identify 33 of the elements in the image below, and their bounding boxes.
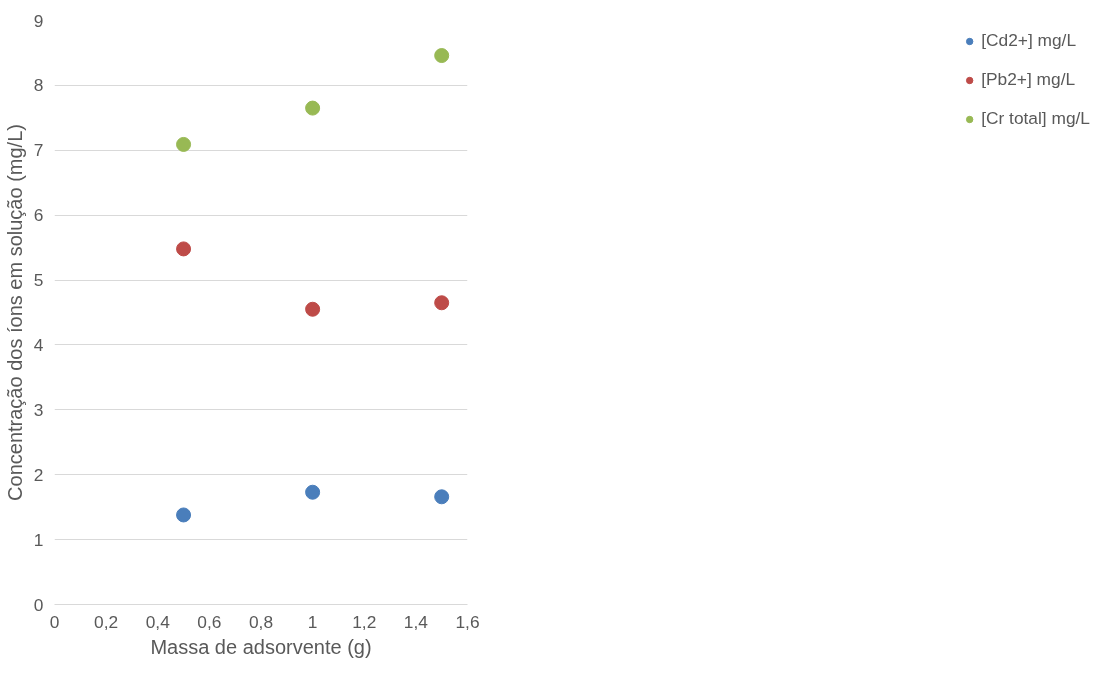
- y-tick-label: 1: [33, 529, 44, 550]
- point: [176, 241, 192, 257]
- point: [305, 301, 321, 317]
- y-tick-label: 0: [33, 594, 44, 615]
- x-tick-label: 0,2: [94, 611, 119, 632]
- point: [176, 507, 192, 523]
- y-tick-label: 7: [33, 140, 44, 161]
- legend-label: [Pb2+] mg/L: [981, 69, 1076, 90]
- x-tick-label: 0,6: [197, 611, 222, 632]
- y-tick-label: 4: [33, 334, 44, 355]
- x-tick-label: 1: [307, 611, 318, 632]
- point: [434, 48, 450, 64]
- point: [305, 484, 321, 500]
- point: [305, 100, 321, 116]
- legend-label: [Cd2+] mg/L: [981, 30, 1077, 51]
- legend-label: [Cr total] mg/L: [981, 108, 1090, 129]
- x-tick-label: 0,8: [248, 611, 274, 632]
- point: [176, 136, 192, 152]
- y-axis-title: Concentração dos íons em solução (mg/L): [3, 124, 26, 501]
- x-tick-label: 1,6: [455, 611, 480, 632]
- x-tick-label: 1,2: [352, 611, 377, 632]
- x-tick-label: 0,4: [145, 611, 171, 632]
- y-tick-label: 9: [33, 10, 44, 31]
- y-tick-label: 3: [33, 399, 44, 420]
- x-tick-label: 1,4: [403, 611, 429, 632]
- x-tick-label: 0: [49, 611, 60, 632]
- x-axis-title: Massa de adsorvente (g): [150, 635, 372, 658]
- y-tick-label: 2: [33, 464, 44, 485]
- y-tick-label: 8: [33, 75, 44, 96]
- point: [434, 489, 450, 505]
- y-tick-label: 5: [33, 270, 44, 291]
- point: [434, 295, 450, 311]
- y-tick-label: 6: [33, 205, 44, 226]
